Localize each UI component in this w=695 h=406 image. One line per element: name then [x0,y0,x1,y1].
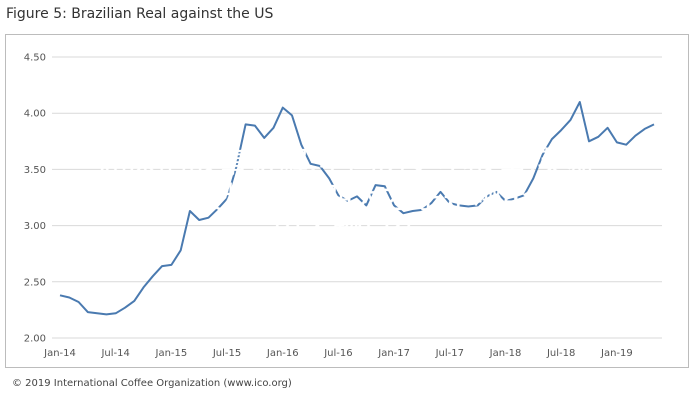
y-axis-ticks: 4.50 4.00 3.50 3.00 2.50 2.00 [24,53,46,345]
x-tick-label: Jan-14 [43,348,76,359]
x-tick-label: Jul-17 [435,348,464,359]
overlay-line-3: 史人物自传 [272,216,423,251]
chart-frame [5,34,689,368]
overlay-caption: 屈原的故事讲解,中国历史小故事,英雄 事迹与资料,江南四大才子是哪4个,历 史人… [0,146,695,251]
x-tick-label: Jan-17 [377,348,410,359]
y-tick-label: 2.00 [24,334,46,345]
x-tick-label: Jul-15 [212,348,241,359]
overlay-line-1: 屈原的故事讲解,中国历史小故事,英雄 [97,146,598,181]
x-tick-label: Jan-15 [155,348,188,359]
x-axis-ticks: Jan-14 Jul-14 Jan-15 Jul-15 Jan-16 Jul-16 Jan-… [43,348,633,359]
x-tick-label: Jan-18 [489,348,522,359]
y-tick-label: 2.50 [24,277,46,288]
y-tick-label: 3.00 [24,221,46,232]
y-tick-label: 4.50 [24,53,46,64]
copyright-footer: © 2019 International Coffee Organization… [12,378,292,389]
x-tick-label: Jul-14 [100,348,129,359]
grid-lines [52,56,662,339]
y-tick-label: 4.00 [24,109,46,120]
chart-title: Figure 5: Brazilian Real against the US [6,6,274,22]
series-lines [59,101,655,316]
y-tick-label: 3.50 [24,165,46,176]
x-tick-label: Jan-19 [600,348,633,359]
x-tick-label: Jul-16 [323,348,352,359]
x-tick-label: Jul-18 [546,348,575,359]
series-line [59,101,655,316]
overlay-line-2: 事迹与资料,江南四大才子是哪4个,历 [103,181,592,216]
x-tick-label: Jan-16 [266,348,299,359]
